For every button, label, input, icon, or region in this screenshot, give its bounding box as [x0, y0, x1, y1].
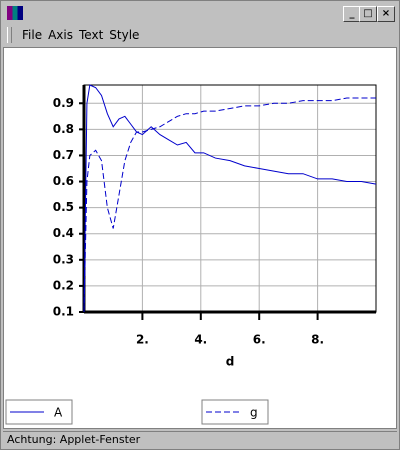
x-tick-label: 4.: [194, 333, 207, 347]
chart: 0.1 0.2 0.3 0.4 0.5 0.6 0.7 0.8 0.9 2. 4. 6. 8. d A g: [5, 84, 377, 425]
y-tick-label: 0.8: [53, 122, 74, 136]
x-tick-label: 2.: [136, 333, 149, 347]
close-button[interactable]: ×: [377, 6, 395, 22]
x-tick-label: 8.: [311, 333, 324, 347]
plot-area: [3, 47, 397, 429]
app-icon: [7, 6, 23, 20]
y-tick-label: 0.9: [53, 96, 74, 110]
menu-item[interactable]: Text: [79, 28, 104, 42]
title-bar: _ □ ×: [3, 3, 397, 23]
y-tick-label: 0.4: [53, 226, 74, 240]
status-bar: Achtung: Applet-Fenster: [3, 431, 397, 447]
menu-item[interactable]: Axis: [48, 28, 73, 42]
menu-bar: File Axis Text Style: [3, 25, 397, 45]
y-tick-label: 0.5: [53, 200, 74, 214]
maximize-button[interactable]: □: [359, 6, 377, 22]
y-tick-label: 0.3: [53, 252, 74, 266]
y-tick-label: 0.6: [53, 174, 74, 188]
legend-label: A: [54, 406, 63, 420]
menu-item[interactable]: File: [22, 28, 43, 42]
y-tick-label: 0.7: [53, 148, 74, 162]
y-tick-label: 0.2: [53, 278, 74, 292]
axes-frame: [83, 84, 377, 313]
x-axis-label: d: [226, 355, 235, 369]
series-line: [83, 97, 376, 313]
legend-label: g: [250, 406, 258, 420]
x-tick-label: 6.: [253, 333, 266, 347]
series-line: [83, 84, 377, 313]
y-tick-label: 0.1: [53, 305, 74, 319]
menu-item[interactable]: Style: [109, 28, 140, 42]
